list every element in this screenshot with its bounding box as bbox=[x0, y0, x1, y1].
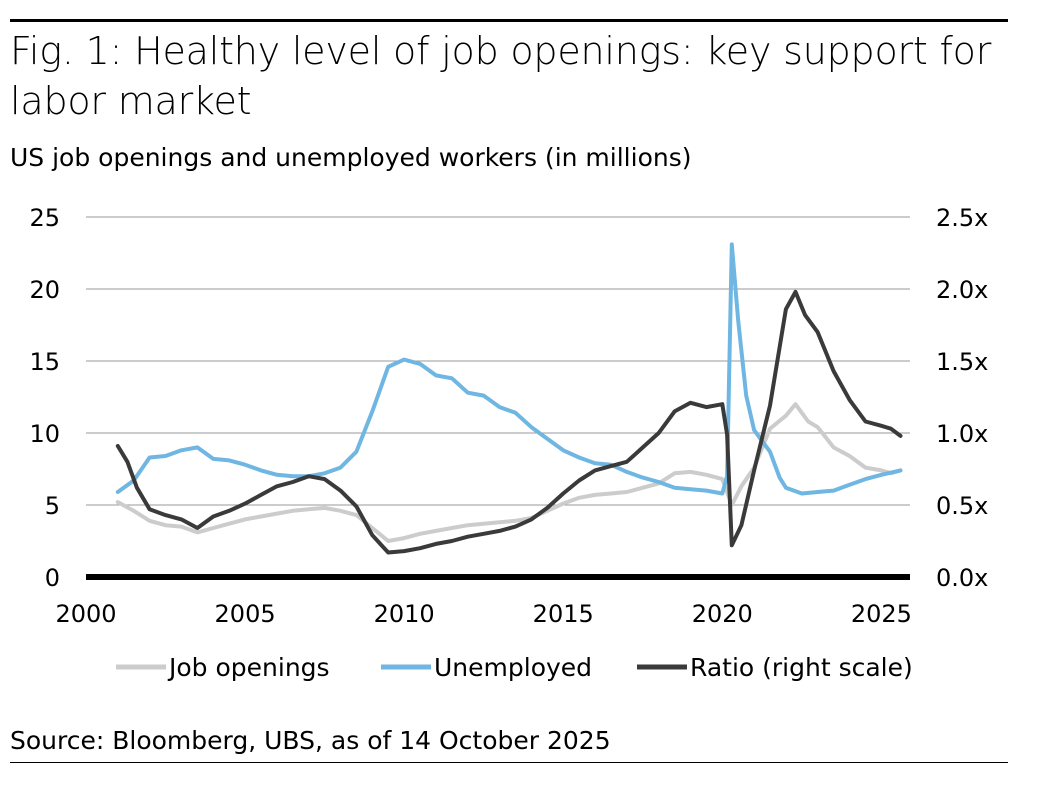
y-left-tick-label: 5 bbox=[45, 492, 60, 520]
y-right-tick-label: 1.5x bbox=[936, 348, 988, 376]
chart-title: Fig. 1: Healthy level of job openings: k… bbox=[10, 29, 992, 123]
bottom-rule bbox=[10, 762, 1008, 763]
legend-label: Job openings bbox=[167, 653, 330, 682]
y-left-tick-label: 10 bbox=[29, 420, 60, 448]
series-lines bbox=[115, 242, 903, 555]
series-line-unemployed bbox=[115, 242, 903, 496]
x-tick-label: 2015 bbox=[533, 600, 594, 628]
x-tick-label: 2025 bbox=[851, 600, 912, 628]
y-left-tick-label: 25 bbox=[29, 204, 60, 232]
x-tick-label: 2005 bbox=[215, 600, 276, 628]
y-right-tick-label: 2.0x bbox=[936, 276, 988, 304]
gridlines bbox=[86, 216, 910, 506]
legend: Job openings Unemployed Ratio (right scale… bbox=[116, 653, 913, 682]
top-rule bbox=[10, 19, 1008, 22]
y-right-tick-label: 1.0x bbox=[936, 420, 988, 448]
y-left-tick-label: 0 bbox=[45, 564, 60, 592]
series-line-ratio-right-scale bbox=[115, 289, 903, 555]
legend-label: Unemployed bbox=[434, 653, 592, 682]
y-left-tick-label: 15 bbox=[29, 348, 60, 376]
x-tick-label: 2000 bbox=[55, 600, 116, 628]
y-right-tick-label: 0.5x bbox=[936, 492, 988, 520]
x-tick-label: 2010 bbox=[374, 600, 435, 628]
legend-label: Ratio (right scale) bbox=[690, 653, 913, 682]
y-left-tick-label: 20 bbox=[29, 276, 60, 304]
source-note: Source: Bloomberg, UBS, as of 14 October… bbox=[10, 726, 611, 755]
chart-subtitle: US job openings and unemployed workers (… bbox=[10, 143, 692, 172]
series-line-job-openings bbox=[115, 402, 903, 543]
x-tick-label: 2020 bbox=[692, 600, 753, 628]
y-right-tick-label: 0.0x bbox=[936, 564, 988, 592]
y-right-tick-label: 2.5x bbox=[936, 204, 988, 232]
